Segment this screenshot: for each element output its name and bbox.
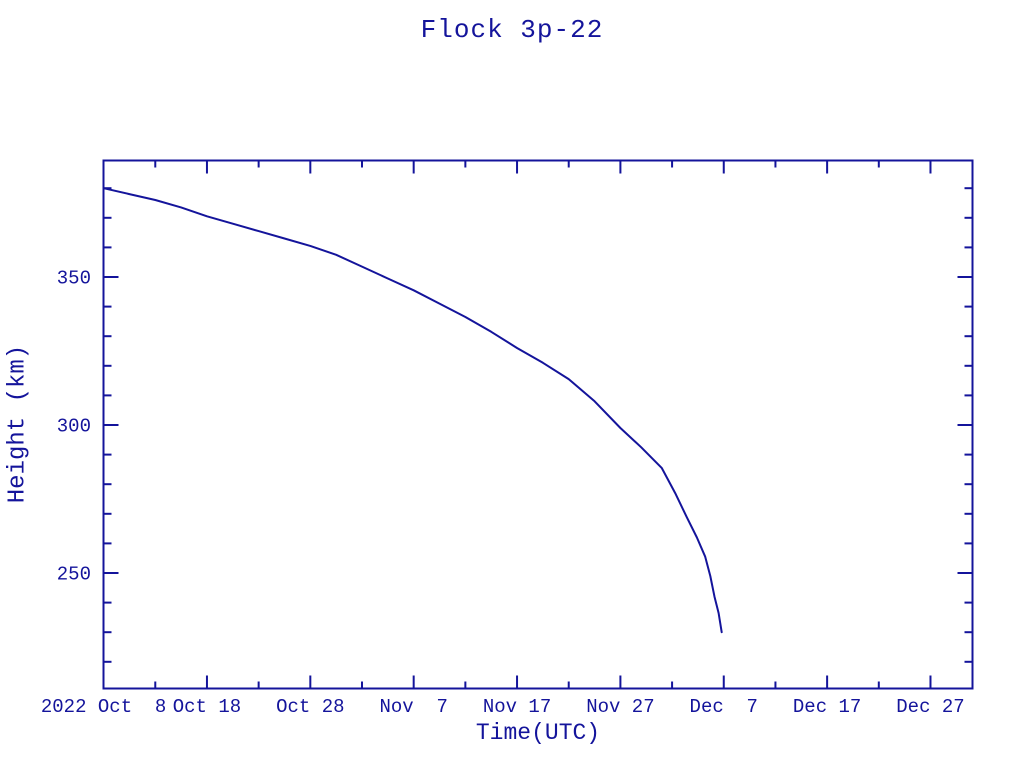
chart-title: Flock 3p-22: [420, 15, 604, 45]
y-tick-label: 300: [57, 416, 91, 438]
height-curve: [102, 187, 723, 634]
x-axis-label: Time(UTC): [475, 720, 601, 746]
y-tick-label: 250: [57, 564, 91, 586]
axes-box: [102, 159, 974, 690]
y-tick-label: 350: [57, 268, 91, 290]
x-tick-label: Oct 28: [276, 696, 344, 718]
x-tick-label: Dec 7: [690, 696, 758, 718]
x-tick-label: Nov 27: [586, 696, 654, 718]
x-tick-label: Nov 17: [483, 696, 551, 718]
x-tick-label: Nov 7: [379, 696, 447, 718]
x-tick-label: Dec 17: [793, 696, 861, 718]
x-tick-label: Dec 27: [896, 696, 964, 718]
x-tick-label: Oct 18: [173, 696, 241, 718]
x-tick-label: 2022 Oct 8: [41, 696, 166, 718]
